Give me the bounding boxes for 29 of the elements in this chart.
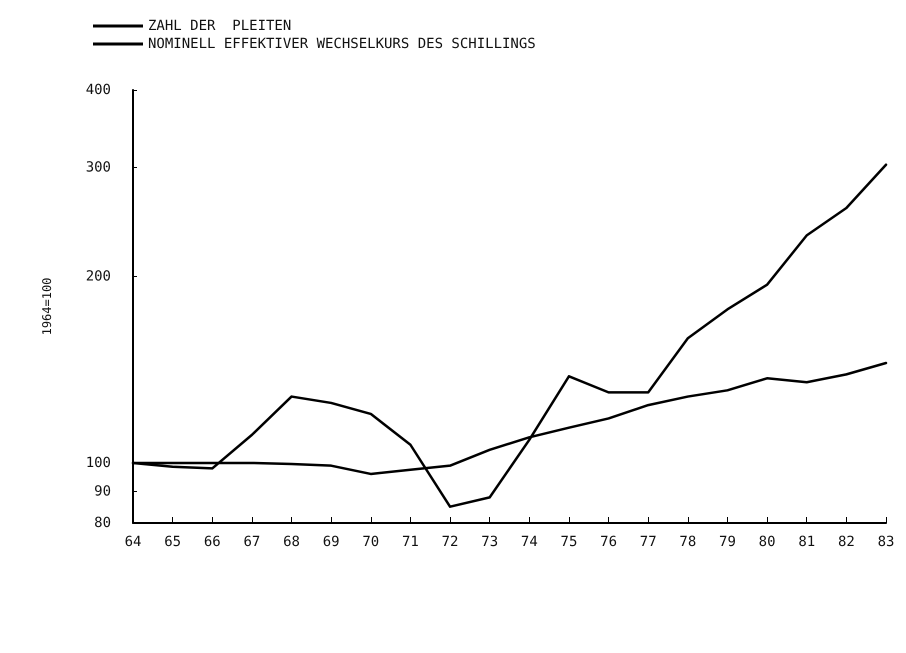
x-tick-label: 69	[322, 534, 340, 550]
x-tick-label: 77	[640, 534, 657, 550]
x-tick-label: 75	[560, 534, 578, 550]
y-tick-label: 300	[86, 159, 111, 176]
x-tick-label: 72	[442, 534, 458, 550]
y-tick-label: 90	[94, 483, 111, 500]
y-tick-label: 100	[86, 454, 111, 471]
x-tick-label: 70	[362, 534, 380, 550]
x-tick-label: 64	[124, 534, 142, 550]
x-tick-label: 66	[204, 534, 221, 550]
x-tick-label: 80	[758, 534, 776, 550]
x-tick-label: 65	[164, 534, 182, 550]
legend-label: NOMINELL EFFEKTIVER WECHSELKURS DES SCHILLINGS	[148, 36, 536, 52]
x-tick-label: 79	[719, 534, 736, 550]
x-tick-label: 78	[679, 534, 696, 550]
x-tick-label: 71	[402, 534, 419, 550]
x-tick-label: 67	[243, 534, 260, 550]
y-tick-label: 200	[86, 268, 111, 284]
x-tick-label: 82	[838, 534, 855, 550]
y-tick-label: 400	[86, 82, 111, 98]
y-axis-title: 1964=100	[40, 278, 54, 336]
x-tick-label: 83	[878, 534, 894, 550]
x-tick-label: 74	[520, 534, 538, 550]
y-tick-label: 80	[94, 515, 111, 531]
legend-label: ZAHL DER PLEITEN	[148, 18, 292, 34]
x-tick-label: 76	[600, 534, 618, 550]
x-tick-label: 73	[481, 534, 498, 550]
x-tick-label: 68	[283, 534, 300, 550]
x-tick-label: 81	[798, 534, 816, 550]
